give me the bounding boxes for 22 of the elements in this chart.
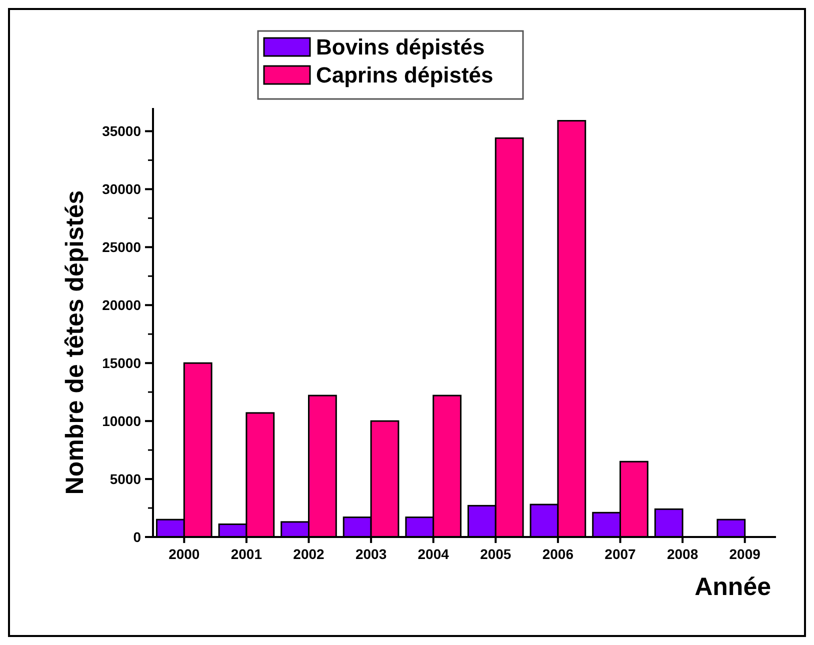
x-tick-label: 2003: [355, 546, 387, 562]
y-tick-label: 15000: [102, 354, 142, 371]
y-tick-label: 0: [133, 528, 142, 545]
y-tick-label: 25000: [102, 239, 142, 256]
x-tick-label: 2008: [666, 546, 698, 562]
y-axis-title: Nombre de têtes dépistés: [61, 190, 89, 495]
x-tick-label: 2000: [168, 546, 200, 562]
x-tick-label: 2005: [480, 546, 512, 562]
x-tick-label: 2002: [293, 546, 325, 562]
x-tick-label: 2001: [230, 546, 262, 562]
legend-label: Caprins dépistés: [316, 62, 494, 88]
y-tick-label: 10000: [102, 412, 142, 429]
y-tick-label: 35000: [102, 123, 142, 140]
x-axis-title: Année: [694, 573, 772, 601]
legend-label: Bovins dépistés: [316, 34, 485, 60]
y-tick-label: 5000: [110, 470, 142, 487]
y-tick-label: 30000: [102, 181, 142, 198]
x-tick-label: 2004: [418, 546, 450, 562]
x-tick-label: 2009: [729, 546, 761, 562]
y-tick-label: 20000: [102, 297, 142, 314]
x-tick-label: 2006: [542, 546, 574, 562]
x-tick-label: 2007: [604, 546, 636, 562]
